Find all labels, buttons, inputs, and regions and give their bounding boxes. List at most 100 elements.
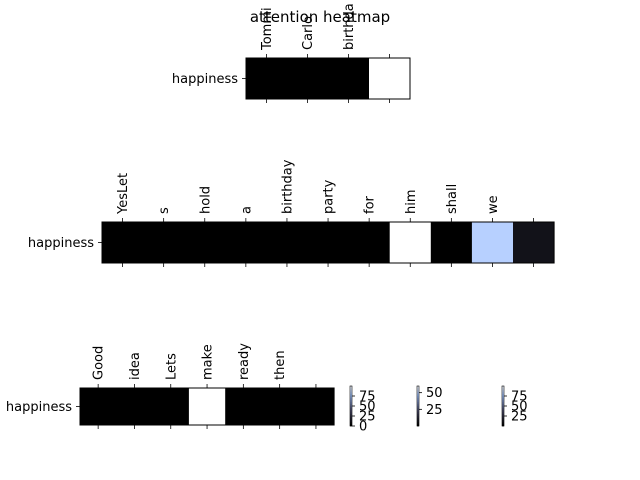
heatmap-cell	[348, 222, 391, 263]
heatmap-cell	[102, 222, 144, 263]
heatmap-panel: Tommi Carlo birthda happiness	[172, 3, 411, 103]
colorbar-swatch	[502, 410, 504, 413]
heatmap-cell	[152, 388, 190, 425]
heatmap-cell	[246, 58, 288, 99]
colorbar-swatch	[350, 402, 352, 405]
heatmap-cell	[188, 388, 226, 425]
colorbar-swatch	[417, 402, 419, 405]
x-tick-label: for	[363, 195, 378, 214]
heatmap-cell	[328, 58, 370, 99]
heatmap-cell	[80, 388, 117, 425]
colorbar-tick-label: 50	[426, 386, 443, 401]
colorbar-swatch	[417, 404, 419, 407]
heatmap-cell	[266, 222, 308, 263]
heatmap-panel: YesLet s hold a birthday party for him shall we ha…	[28, 159, 555, 267]
heatmap-cell	[307, 222, 349, 263]
colorbar-swatch	[502, 418, 504, 421]
x-tick-label: birthday	[280, 159, 295, 214]
colorbar-swatch	[502, 394, 504, 397]
y-tick-label: happiness	[28, 236, 94, 251]
x-tick-label: Tommi	[260, 7, 275, 51]
x-tick-label: hold	[198, 186, 213, 214]
x-tick-label: make	[201, 344, 216, 380]
colorbar-swatch	[350, 404, 352, 407]
colorbar-swatch	[417, 410, 419, 413]
colorbar-tick-label: 25	[359, 410, 376, 425]
colorbar-swatch	[417, 414, 419, 417]
colorbar-frame	[416, 385, 420, 427]
x-tick-label: birthda	[342, 3, 357, 50]
colorbar-swatch	[417, 406, 419, 409]
colorbar-swatch	[350, 408, 352, 411]
colorbar-swatch	[350, 394, 352, 397]
colorbar-swatch	[502, 390, 504, 393]
colorbar-swatch	[350, 390, 352, 393]
colorbar-swatch	[417, 400, 419, 403]
y-tick-label: happiness	[172, 72, 238, 87]
colorbar-swatch	[502, 420, 504, 423]
colorbar-swatch	[502, 406, 504, 409]
colorbar-tick-label: 50	[359, 400, 376, 415]
heatmap-cell	[389, 222, 432, 263]
colorbar-swatch	[502, 402, 504, 405]
colorbar-swatch	[417, 424, 419, 427]
colorbar-swatch	[350, 420, 352, 423]
colorbar-swatch	[417, 422, 419, 425]
heatmap-cell	[225, 222, 267, 263]
colorbar-swatch	[502, 416, 504, 419]
colorbar-tick-label: 75	[359, 390, 376, 405]
chart-title: attention heatmap	[250, 8, 390, 26]
colorbar-swatch	[417, 394, 419, 397]
heatmap-cell	[471, 222, 514, 263]
colorbar-tick-label: 50	[511, 400, 528, 415]
x-tick-label: YesLet	[116, 173, 131, 215]
colorbar-swatch	[417, 386, 419, 389]
colorbar-swatch	[417, 416, 419, 419]
heatmap-cell	[430, 222, 473, 263]
colorbar-swatch	[502, 412, 504, 415]
colorbar-swatch	[417, 408, 419, 411]
heatmap-cell	[184, 222, 226, 263]
colorbar-swatch	[502, 396, 504, 399]
x-tick-label: shall	[445, 184, 460, 214]
x-tick-label: a	[239, 206, 254, 214]
colorbar-swatch	[502, 404, 504, 407]
colorbar-swatch	[417, 418, 419, 421]
colorbar-swatch	[417, 390, 419, 393]
colorbar-swatch	[350, 398, 352, 401]
colorbar-swatch	[350, 406, 352, 409]
heatmap-cell	[225, 388, 262, 425]
colorbar-tick-label: 75	[511, 390, 528, 405]
colorbar-swatch	[350, 400, 352, 403]
heatmap-cell	[116, 388, 153, 425]
colorbar-swatch	[417, 392, 419, 395]
heatmap-cell	[369, 58, 411, 99]
heatmap-cell	[297, 388, 335, 425]
heatmap-panels: Tommi Carlo birthda happiness YesLet s hold a bi…	[6, 3, 555, 429]
heatmap-cell	[513, 222, 555, 263]
colorbar-swatch	[350, 388, 352, 391]
colorbar-swatch	[417, 420, 419, 423]
colorbar-swatch	[502, 386, 504, 389]
x-tick-label: s	[157, 207, 172, 214]
heatmap-cell	[261, 388, 299, 425]
colorbar-swatch	[502, 392, 504, 395]
colorbar-swatch	[350, 418, 352, 421]
colorbar-swatch	[417, 388, 419, 391]
x-tick-label: Good	[92, 346, 107, 380]
x-tick-label: party	[322, 179, 337, 214]
y-tick-label: happiness	[6, 400, 72, 415]
colorbar-swatch	[502, 424, 504, 427]
x-tick-label: we	[486, 195, 501, 214]
colorbar-swatch	[350, 396, 352, 399]
colorbar-swatch	[417, 412, 419, 415]
colorbar-tick-label: 25	[511, 410, 528, 425]
x-tick-label: him	[404, 189, 419, 214]
colorbar-swatch	[417, 396, 419, 399]
colorbar-swatch	[350, 410, 352, 413]
colorbar-swatch	[502, 388, 504, 391]
colorbar-swatch	[502, 398, 504, 401]
